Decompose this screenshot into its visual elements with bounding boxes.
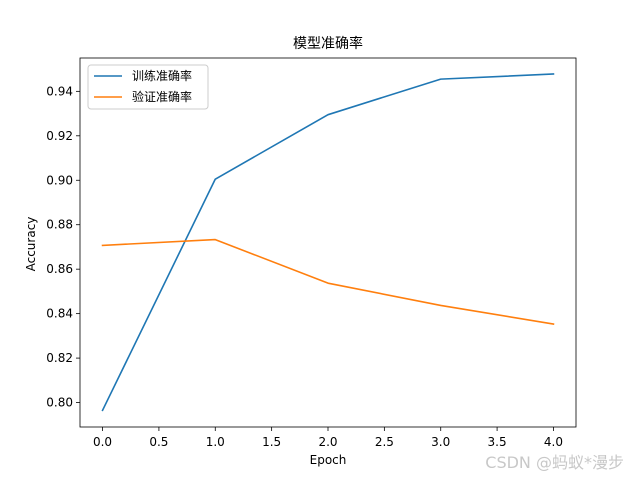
series-line-0 bbox=[101, 73, 555, 412]
legend-label-0: 训练准确率 bbox=[132, 68, 192, 83]
y-tick-label: 0.88 bbox=[46, 218, 73, 232]
x-tick-label: 2.0 bbox=[318, 435, 337, 449]
y-axis-label: Accuracy bbox=[24, 217, 38, 272]
series-line-1 bbox=[101, 238, 555, 325]
plot-area: 0.0 0.5 1.0 1.5 2.0 2.5 3.0 3.5 4.0 0.80 0.82 0.84 0… bbox=[46, 57, 577, 449]
x-axis-label: Epoch bbox=[310, 453, 347, 467]
x-tick-label: 1.0 bbox=[206, 435, 225, 449]
watermark-text: CSDN @蚂蚁*漫步 bbox=[485, 453, 624, 472]
y-tick-label: 0.90 bbox=[46, 173, 73, 187]
x-tick-label: 1.5 bbox=[262, 435, 281, 449]
x-tick-label: 0.5 bbox=[149, 435, 168, 449]
x-tick-label: 3.5 bbox=[488, 435, 507, 449]
y-tick-label: 0.94 bbox=[46, 84, 73, 98]
legend-label-1: 验证准确率 bbox=[132, 89, 192, 104]
x-tick-label: 2.5 bbox=[375, 435, 394, 449]
y-tick-label: 0.92 bbox=[46, 129, 73, 143]
y-tick-label: 0.84 bbox=[46, 307, 73, 321]
x-tick-label: 3.0 bbox=[431, 435, 450, 449]
x-tick-label: 4.0 bbox=[544, 435, 563, 449]
y-tick-label: 0.86 bbox=[46, 262, 73, 276]
x-tick-label: 0.0 bbox=[93, 435, 112, 449]
y-tick-label: 0.82 bbox=[46, 351, 73, 365]
y-tick-label: 0.80 bbox=[46, 396, 73, 410]
chart-title: 模型准确率 bbox=[293, 35, 363, 52]
